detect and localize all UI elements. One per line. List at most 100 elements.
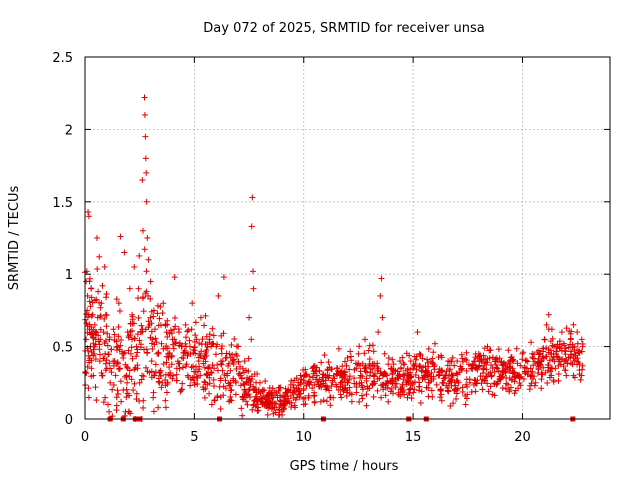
data-point — [458, 365, 465, 372]
data-point — [113, 296, 120, 303]
data-point — [311, 381, 318, 388]
x-axis-label: GPS time / hours — [290, 459, 399, 474]
data-point — [141, 246, 148, 253]
data-point — [550, 377, 557, 384]
data-point — [208, 401, 215, 408]
data-point — [192, 350, 199, 357]
data-point — [547, 338, 554, 345]
data-point — [212, 351, 219, 358]
data-point — [110, 381, 117, 388]
data-point — [106, 336, 113, 343]
data-point — [579, 343, 586, 350]
data-point — [280, 405, 287, 412]
data-point — [108, 369, 115, 376]
data-point — [214, 361, 221, 368]
data-point — [160, 360, 167, 367]
data-point — [441, 375, 448, 382]
data-point — [502, 385, 509, 392]
data-point — [549, 356, 556, 363]
data-point — [483, 358, 490, 365]
data-point — [221, 371, 228, 378]
data-point — [204, 364, 211, 371]
data-point — [203, 333, 210, 340]
data-point — [491, 392, 498, 399]
data-point — [494, 365, 501, 372]
data-point — [355, 350, 362, 357]
data-point — [425, 345, 432, 352]
data-point — [392, 367, 399, 374]
data-point — [558, 347, 565, 354]
data-point — [201, 378, 208, 385]
data-point — [484, 343, 491, 350]
data-point — [574, 347, 581, 354]
data-point — [110, 326, 117, 333]
data-point — [540, 345, 547, 352]
data-point — [502, 365, 508, 372]
data-point — [458, 351, 465, 358]
data-point — [200, 384, 207, 391]
data-point — [517, 362, 524, 369]
chart-title: Day 072 of 2025, SRMTID for receiver uns… — [203, 21, 484, 36]
data-point — [556, 343, 563, 350]
data-point — [463, 395, 470, 402]
data-point — [504, 381, 511, 388]
data-point — [321, 352, 328, 359]
data-point — [162, 371, 169, 378]
data-point — [125, 347, 132, 354]
data-point — [162, 404, 169, 411]
data-point — [569, 341, 576, 348]
data-point — [225, 380, 232, 387]
data-point — [88, 294, 95, 301]
data-point — [106, 408, 113, 415]
data-point — [156, 369, 163, 376]
data-point — [424, 367, 431, 374]
data-point — [173, 377, 180, 384]
data-point — [217, 375, 224, 382]
data-point — [259, 386, 266, 393]
data-point — [109, 386, 116, 393]
data-point — [131, 380, 138, 387]
data-point — [465, 361, 472, 368]
data-point — [363, 377, 370, 384]
data-point — [248, 336, 255, 343]
data-point — [203, 371, 210, 378]
data-point — [303, 382, 310, 389]
data-point — [91, 321, 98, 328]
data-point — [370, 393, 377, 400]
data-point — [453, 377, 460, 384]
data-point — [137, 341, 144, 348]
data-point — [385, 398, 392, 405]
data-point — [493, 355, 500, 362]
data-point — [90, 372, 97, 379]
data-point — [110, 362, 117, 369]
data-point — [138, 372, 145, 379]
data-point — [150, 408, 157, 415]
data-point — [338, 379, 345, 386]
data-point — [129, 355, 136, 362]
data-point — [423, 368, 430, 375]
data-point — [565, 344, 572, 351]
data-point — [530, 355, 537, 362]
data-point — [207, 369, 214, 376]
data-point — [506, 387, 513, 394]
data-point — [141, 346, 148, 353]
data-point — [93, 397, 100, 404]
data-point — [374, 367, 381, 374]
data-point — [121, 349, 128, 356]
data-point — [201, 394, 208, 401]
data-point — [222, 377, 229, 384]
data-point — [564, 360, 571, 367]
data-point — [184, 372, 191, 379]
data-point — [136, 337, 143, 344]
data-point — [239, 412, 246, 419]
data-point — [93, 329, 100, 336]
data-point — [547, 350, 554, 357]
data-point — [437, 394, 444, 401]
y-tick-label: 0.5 — [52, 341, 73, 356]
data-point — [479, 386, 486, 393]
data-point — [576, 349, 583, 356]
data-point — [159, 310, 166, 317]
y-tick-labels: 0 0.5 1 1.5 2 2.5 — [52, 51, 73, 428]
data-point — [128, 376, 135, 383]
data-point — [115, 323, 122, 330]
